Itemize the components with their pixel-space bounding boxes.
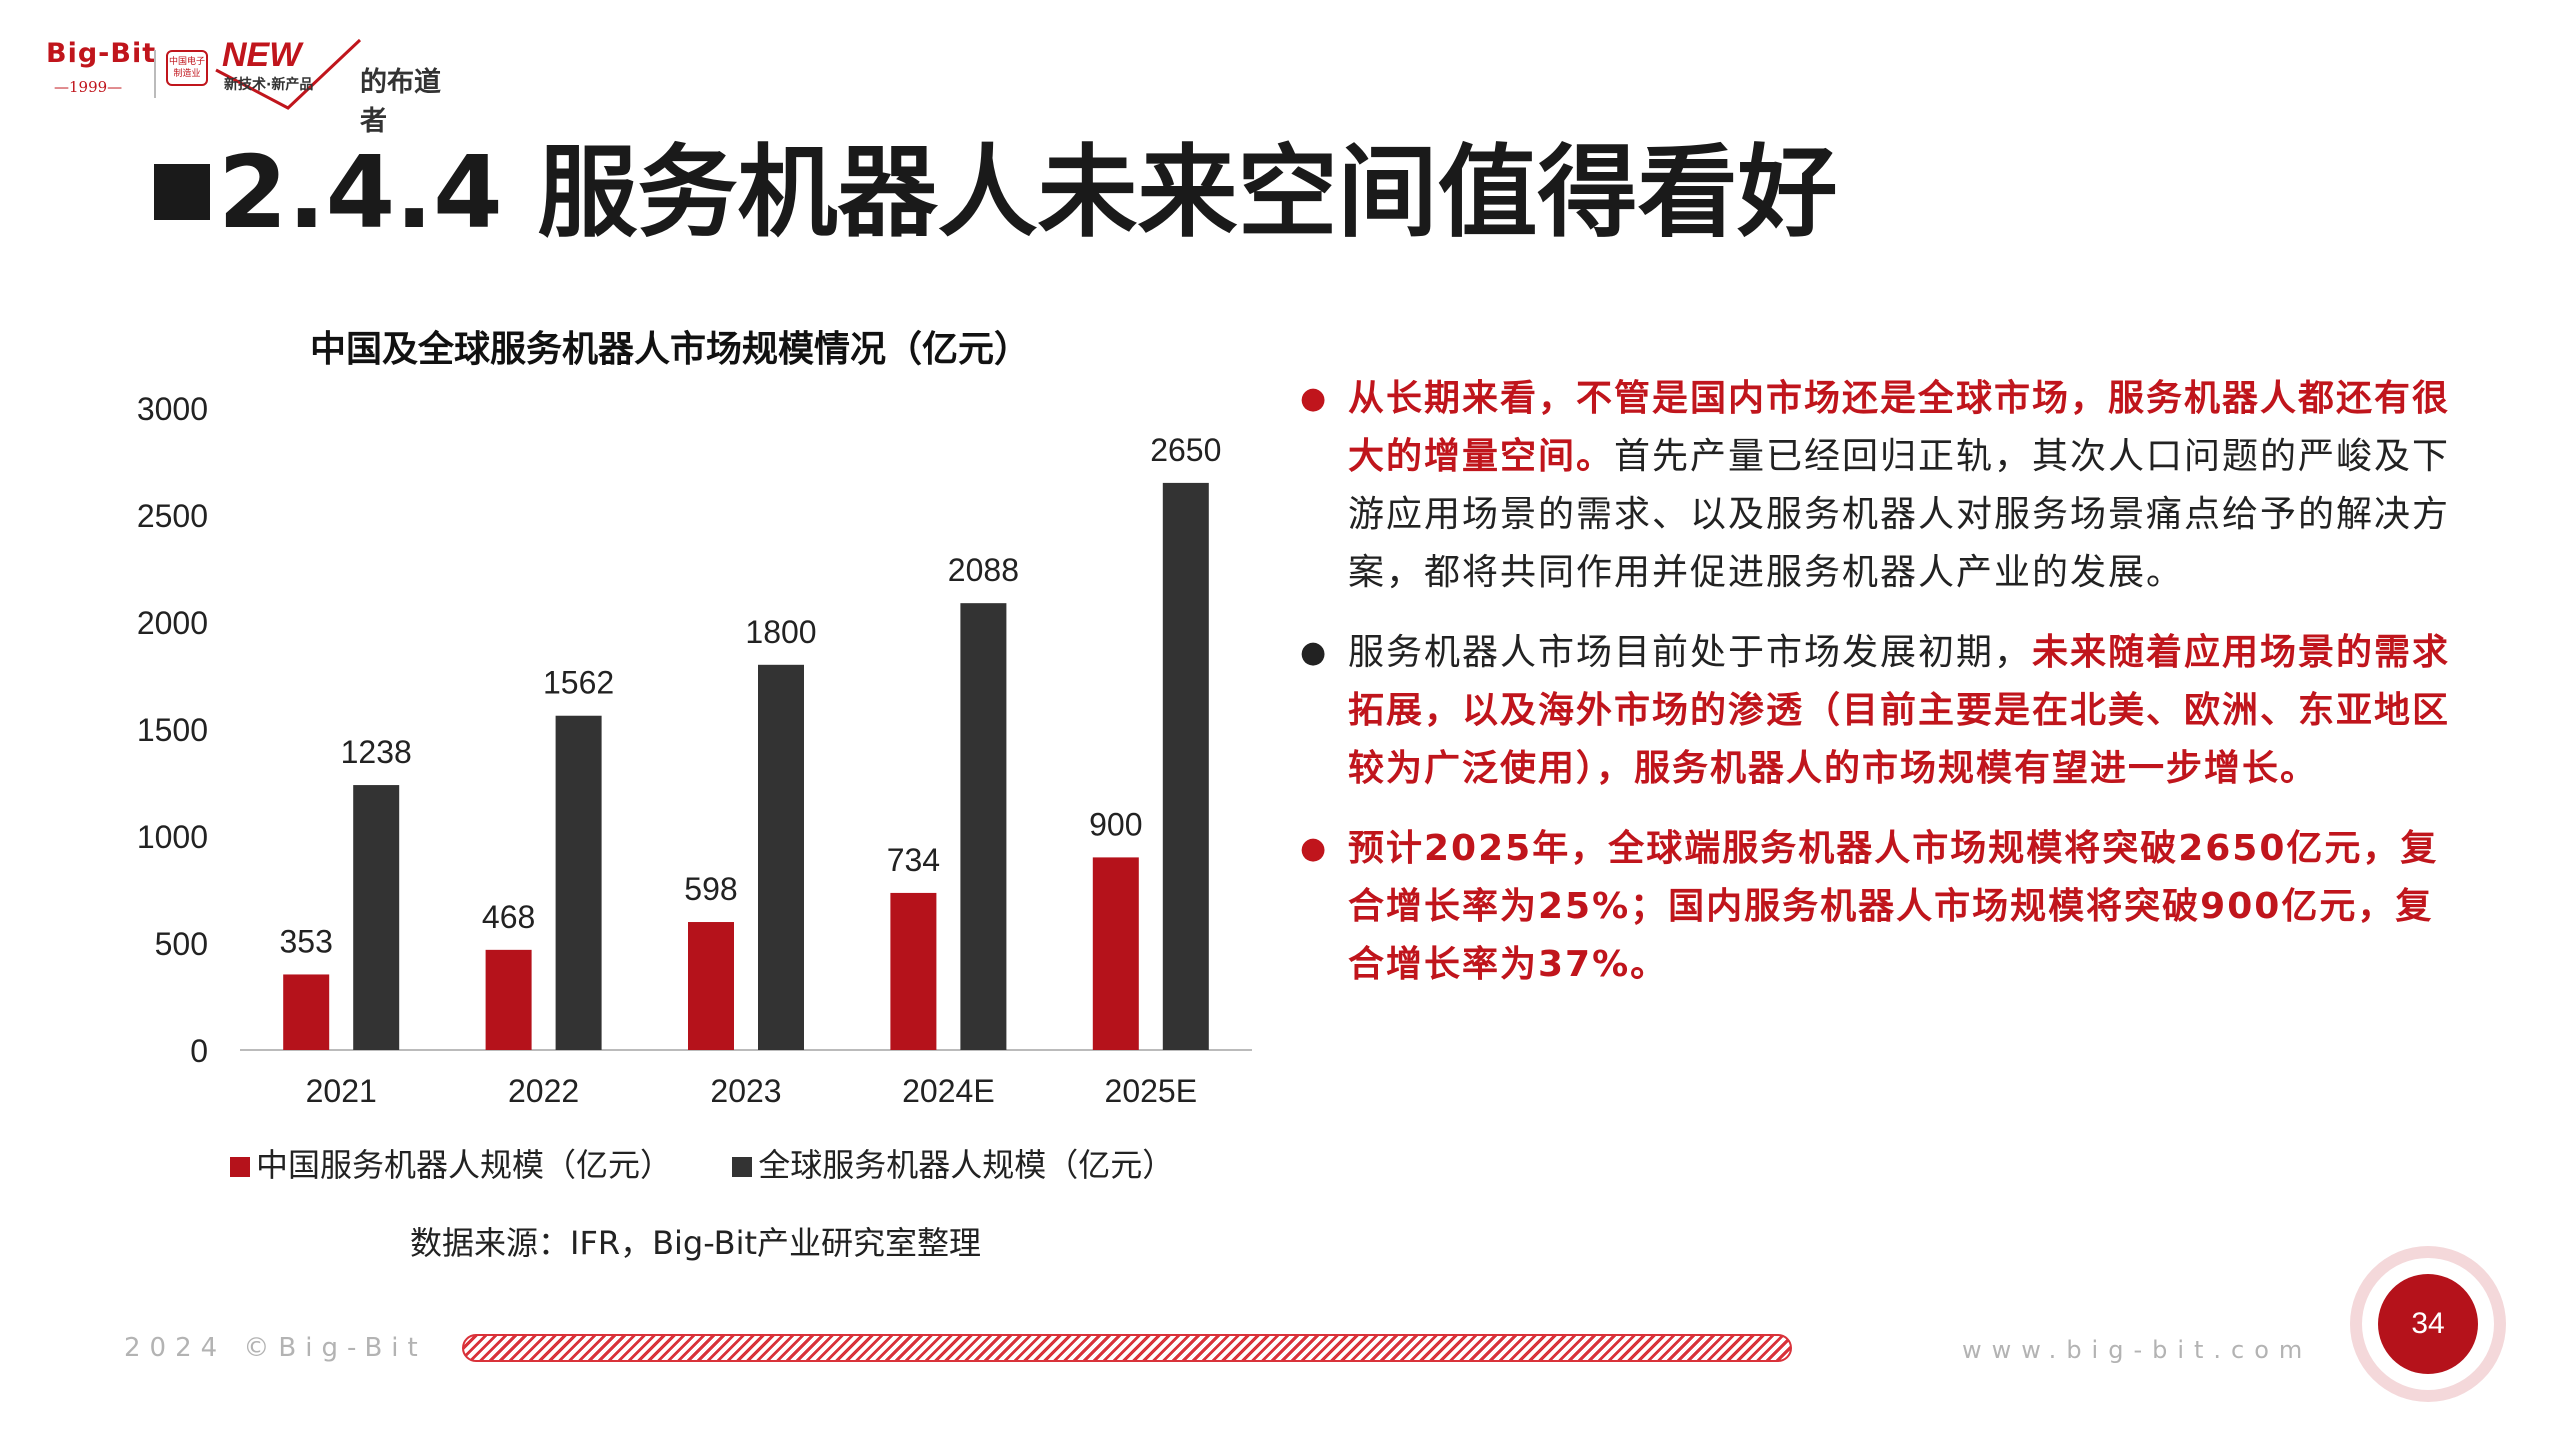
bullet-text-segment: 预计2025年，全球端服务机器人市场规模将突破2650亿元，复合增长率为25%；… — [1348, 828, 2439, 985]
legend-swatch-global — [732, 1157, 753, 1177]
bullet-item: ● 服务机器人市场目前处于市场发展初期，未来随着应用场景的需求拓展，以及海外市场的… — [1290, 624, 2470, 798]
data-label-china: 900 — [1089, 806, 1142, 842]
bar-chart: 0 500 1000 1500 2000 2500 3000 2021 353 1238 2022 4… — [137, 391, 1252, 1109]
footer-copyright: 2024 ©Big-Bit — [124, 1333, 427, 1363]
bullet-text-segment: 未来随着应用场景的需求拓展，以及海外市场的渗透（目前主要是在北美、欧洲、东亚地区… — [1348, 632, 2451, 789]
y-tick-label: 1000 — [137, 819, 208, 855]
bar-global — [758, 664, 804, 1050]
logo-year: —1999— — [54, 78, 123, 96]
data-source-note: 数据来源：IFR，Big-Bit产业研究室整理 — [410, 1224, 982, 1262]
data-label-global: 2088 — [948, 552, 1019, 588]
legend-label-china: 中国服务机器人规模（亿元） — [256, 1146, 673, 1184]
bullet-text-segment: 从长期来看，不管是国内市场还是全球市场，服务机器人都还有很大的增量空间。 — [1348, 378, 2451, 477]
legend-swatch-china — [230, 1157, 250, 1177]
data-label-global: 2650 — [1150, 432, 1221, 468]
y-tick-label: 0 — [190, 1033, 208, 1069]
legend-item-global: 全球服务机器人规模（亿元） — [732, 1140, 1174, 1186]
legend-label-global: 全球服务机器人规模（亿元） — [758, 1146, 1175, 1184]
x-tick-label: 2025E — [1105, 1073, 1198, 1109]
bullet-text-segment: 首先产量已经回归正轨，其次人口问题的严峻及下游应用场景的需求、以及服务机器人对服… — [1348, 436, 2451, 593]
page-number: 34 — [2378, 1274, 2478, 1374]
bar-global — [960, 603, 1007, 1050]
bullet-dot-icon: ● — [1300, 831, 1329, 866]
new-triangle-icon — [215, 38, 362, 110]
bullet-dot-icon: ● — [1300, 381, 1329, 416]
x-tick-label: 2023 — [710, 1073, 781, 1109]
bar-china — [688, 922, 734, 1050]
bar-global — [1162, 482, 1209, 1050]
brand-logo: Big-Bit —1999— 中国电子 制造业 NEW 新技术·新产品 的布道者 — [46, 36, 446, 137]
bar-china — [283, 974, 330, 1050]
bar-china — [890, 892, 937, 1050]
page-title: 2.4.4 服务机器人未来空间值得看好 — [218, 134, 1838, 251]
bullet-item: ● 预计2025年，全球端服务机器人市场规模将突破2650亿元，复合增长率为25%… — [1290, 820, 2470, 994]
logo-new-subtitle: 新技术·新产品 — [224, 77, 314, 93]
data-label-global: 1238 — [341, 734, 412, 770]
y-tick-label: 1500 — [137, 712, 208, 748]
data-label-global: 1562 — [543, 665, 614, 701]
logo-divider — [154, 50, 156, 98]
bullet-dot-icon: ● — [1300, 635, 1329, 670]
logo-seal-line2: 制造业 — [173, 69, 201, 79]
data-label-china: 468 — [482, 899, 535, 935]
footer-stripe-bar — [462, 1334, 1792, 1362]
title-square-icon — [154, 164, 210, 220]
data-label-china: 353 — [280, 923, 333, 959]
logo-tagline: 的布道者 — [360, 67, 441, 137]
chart-title: 中国及全球服务机器人市场规模情况（亿元） — [310, 329, 1031, 370]
bar-china — [485, 949, 532, 1050]
x-tick-label: 2022 — [508, 1073, 579, 1109]
bullet-item: ● 从长期来看，不管是国内市场还是全球市场，服务机器人都还有很大的增量空间。首先产… — [1290, 370, 2470, 602]
data-label-china: 598 — [684, 871, 737, 907]
data-label-global: 1800 — [745, 614, 816, 650]
bar-global — [555, 715, 602, 1050]
data-label-china: 734 — [887, 842, 940, 878]
bullet-list: ● 从长期来看，不管是国内市场还是全球市场，服务机器人都还有很大的增量空间。首先产… — [1290, 370, 2470, 1016]
x-tick-label: 2024E — [902, 1073, 995, 1109]
logo-seal: 中国电子 制造业 — [166, 50, 208, 86]
y-tick-label: 3000 — [137, 391, 208, 427]
legend-item-china: 中国服务机器人规模（亿元） — [230, 1140, 672, 1186]
logo-brand-text: Big-Bit — [46, 38, 157, 69]
bar-global — [353, 785, 400, 1050]
x-tick-label: 2021 — [306, 1073, 377, 1109]
y-tick-label: 2000 — [137, 605, 208, 641]
footer-website: www.big-bit.com — [1962, 1336, 2313, 1364]
y-tick-label: 2500 — [137, 498, 208, 534]
bullet-text-segment: 服务机器人市场目前处于市场发展初期， — [1348, 632, 2033, 673]
logo-new-text: NEW — [222, 36, 302, 74]
y-tick-label: 500 — [155, 926, 208, 962]
bar-china — [1092, 857, 1139, 1050]
chart-legend: 中国服务机器人规模（亿元） 全球服务机器人规模（亿元） — [230, 1140, 1224, 1186]
logo-seal-line1: 中国电子 — [168, 57, 205, 67]
